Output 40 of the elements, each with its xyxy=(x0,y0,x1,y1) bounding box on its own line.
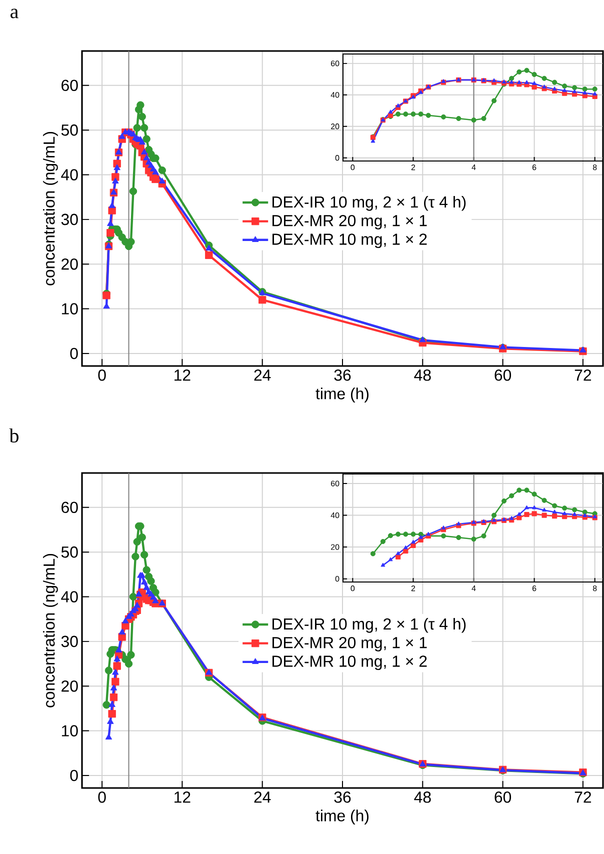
legend-label: DEX-MR 10 mg, 1 × 2 xyxy=(272,234,427,248)
y-tick-label: 10 xyxy=(62,303,78,314)
x-tick-label: 48 xyxy=(414,370,431,381)
x-tick-label: 48 xyxy=(414,792,431,803)
chart-title: a xyxy=(10,8,18,18)
x-tick-label: 60 xyxy=(494,792,512,803)
y-axis-title: concentration (ng/mL) xyxy=(43,132,58,286)
y-tick-label: 20 xyxy=(62,258,78,270)
legend-label: DEX-MR 10 mg, 1 × 2 xyxy=(272,656,427,670)
x-tick-label: 60 xyxy=(494,370,512,381)
x-tick-label: 24 xyxy=(254,792,271,803)
x-axis-title: time (h) xyxy=(316,810,368,824)
y-tick-label: 60 xyxy=(62,80,78,92)
y-tick-label: 30 xyxy=(61,214,78,226)
y-tick-label: 40 xyxy=(61,591,78,602)
x-tick-label: 36 xyxy=(334,370,351,381)
legend-label: DEX-IR 10 mg, 2 × 1 (τ 4 h) xyxy=(272,196,466,211)
x-tick-label: 24 xyxy=(254,370,271,381)
y-tick-label: 50 xyxy=(61,124,78,136)
y-tick-label: 0 xyxy=(70,770,78,782)
legend-label: DEX-MR 20 mg, 1 × 1 xyxy=(272,214,427,230)
y-tick-label: 30 xyxy=(61,636,78,648)
x-tick-label: 72 xyxy=(574,370,592,381)
x-tick-label: 72 xyxy=(574,792,592,803)
y-tick-label: 50 xyxy=(61,546,78,558)
y-tick-label: 10 xyxy=(62,725,78,736)
x-tick-label: 12 xyxy=(174,792,190,803)
y-tick-label: 40 xyxy=(61,169,78,180)
y-tick-label: 20 xyxy=(62,680,78,692)
x-tick-label: 12 xyxy=(174,370,190,381)
y-tick-label: 0 xyxy=(70,348,78,360)
y-axis-title: concentration (ng/mL) xyxy=(43,554,58,708)
y-tick-label: 60 xyxy=(62,502,78,514)
legend-label: DEX-MR 20 mg, 1 × 1 xyxy=(272,636,427,652)
x-tick-label: 0 xyxy=(98,370,106,381)
chart-title: b xyxy=(9,428,18,443)
x-axis-title: time (h) xyxy=(316,388,368,402)
legend-label: DEX-IR 10 mg, 2 × 1 (τ 4 h) xyxy=(272,618,466,633)
x-tick-label: 36 xyxy=(334,792,351,803)
x-tick-label: 0 xyxy=(98,792,106,803)
